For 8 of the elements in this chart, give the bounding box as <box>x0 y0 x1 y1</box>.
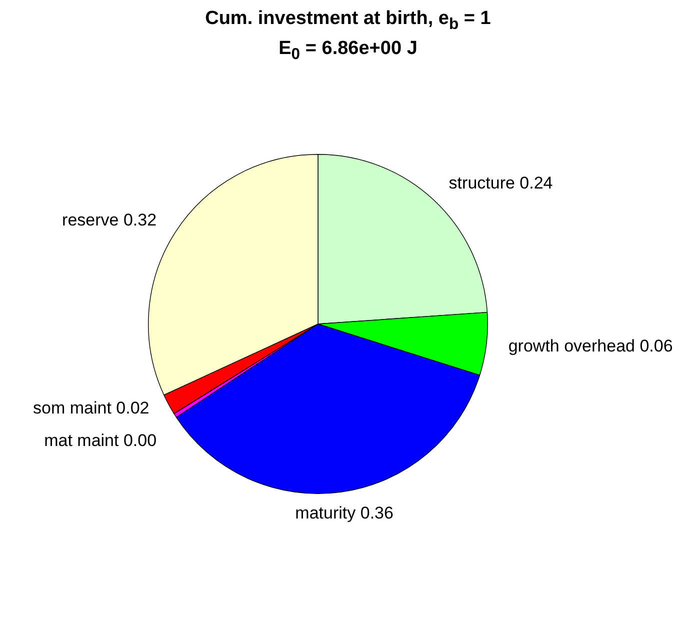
slice-label: structure 0.24 <box>448 173 553 192</box>
slice-label: som maint 0.02 <box>33 398 150 418</box>
slice-label: reserve 0.32 <box>62 210 157 229</box>
chart-title: Cum. investment at birth, e$_{b}$ = 1 <box>204 8 492 34</box>
slice-label: maturity 0.36 <box>295 503 394 522</box>
slice-label: mat maint 0.00 <box>44 430 157 450</box>
slice-label: growth overhead 0.06 <box>508 336 673 356</box>
chart-subtitle: E$_{0}$ = 6.86e+00 J <box>278 38 418 64</box>
